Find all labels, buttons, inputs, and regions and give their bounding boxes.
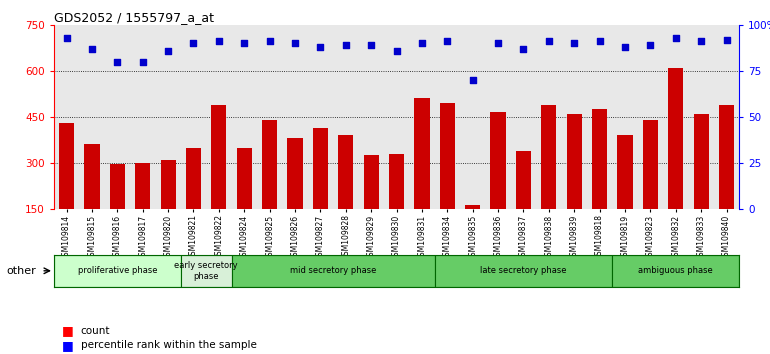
Bar: [287, 138, 303, 255]
Bar: [135, 163, 150, 255]
Bar: [59, 123, 74, 255]
Point: [238, 40, 250, 46]
Point: [721, 37, 733, 42]
Bar: [160, 160, 176, 255]
Point: [670, 35, 682, 40]
Point: [644, 42, 657, 48]
Point: [568, 40, 581, 46]
Bar: [643, 120, 658, 255]
Point: [517, 46, 530, 52]
Bar: [592, 109, 608, 255]
Point: [416, 40, 428, 46]
Point: [365, 42, 377, 48]
Point: [263, 39, 276, 44]
Text: other: other: [6, 266, 36, 276]
Text: mid secretory phase: mid secretory phase: [290, 266, 377, 275]
Point: [213, 39, 225, 44]
Bar: [694, 114, 708, 255]
Text: late secretory phase: late secretory phase: [480, 266, 567, 275]
Point: [594, 39, 606, 44]
Bar: [232, 255, 434, 287]
Point: [695, 39, 708, 44]
Point: [543, 39, 555, 44]
Bar: [181, 255, 232, 287]
Bar: [262, 120, 277, 255]
Bar: [389, 154, 404, 255]
Bar: [719, 104, 734, 255]
Text: ■: ■: [62, 325, 73, 337]
Bar: [516, 150, 531, 255]
Point: [111, 59, 123, 64]
Text: early secretory
phase: early secretory phase: [174, 261, 238, 280]
Text: count: count: [81, 326, 110, 336]
Bar: [434, 255, 612, 287]
Bar: [54, 255, 181, 287]
Point: [619, 44, 631, 50]
Point: [85, 46, 98, 52]
Bar: [567, 114, 582, 255]
Text: GDS2052 / 1555797_a_at: GDS2052 / 1555797_a_at: [54, 11, 214, 24]
Bar: [211, 104, 226, 255]
Point: [314, 44, 326, 50]
Bar: [618, 135, 633, 255]
Bar: [363, 155, 379, 255]
Bar: [110, 164, 125, 255]
Bar: [465, 205, 480, 255]
Bar: [612, 255, 739, 287]
Bar: [414, 98, 430, 255]
Point: [162, 48, 174, 53]
Bar: [85, 144, 99, 255]
Text: proliferative phase: proliferative phase: [78, 266, 157, 275]
Bar: [541, 104, 557, 255]
Bar: [338, 135, 353, 255]
Point: [492, 40, 504, 46]
Point: [441, 39, 454, 44]
Bar: [313, 127, 328, 255]
Bar: [668, 68, 683, 255]
Bar: [490, 112, 506, 255]
Point: [60, 35, 72, 40]
Point: [187, 40, 199, 46]
Point: [136, 59, 149, 64]
Text: percentile rank within the sample: percentile rank within the sample: [81, 340, 256, 350]
Point: [467, 77, 479, 83]
Point: [289, 40, 301, 46]
Point: [390, 48, 403, 53]
Point: [340, 42, 352, 48]
Text: ambiguous phase: ambiguous phase: [638, 266, 713, 275]
Text: ■: ■: [62, 339, 73, 352]
Bar: [440, 103, 455, 255]
Bar: [186, 148, 201, 255]
Bar: [236, 148, 252, 255]
